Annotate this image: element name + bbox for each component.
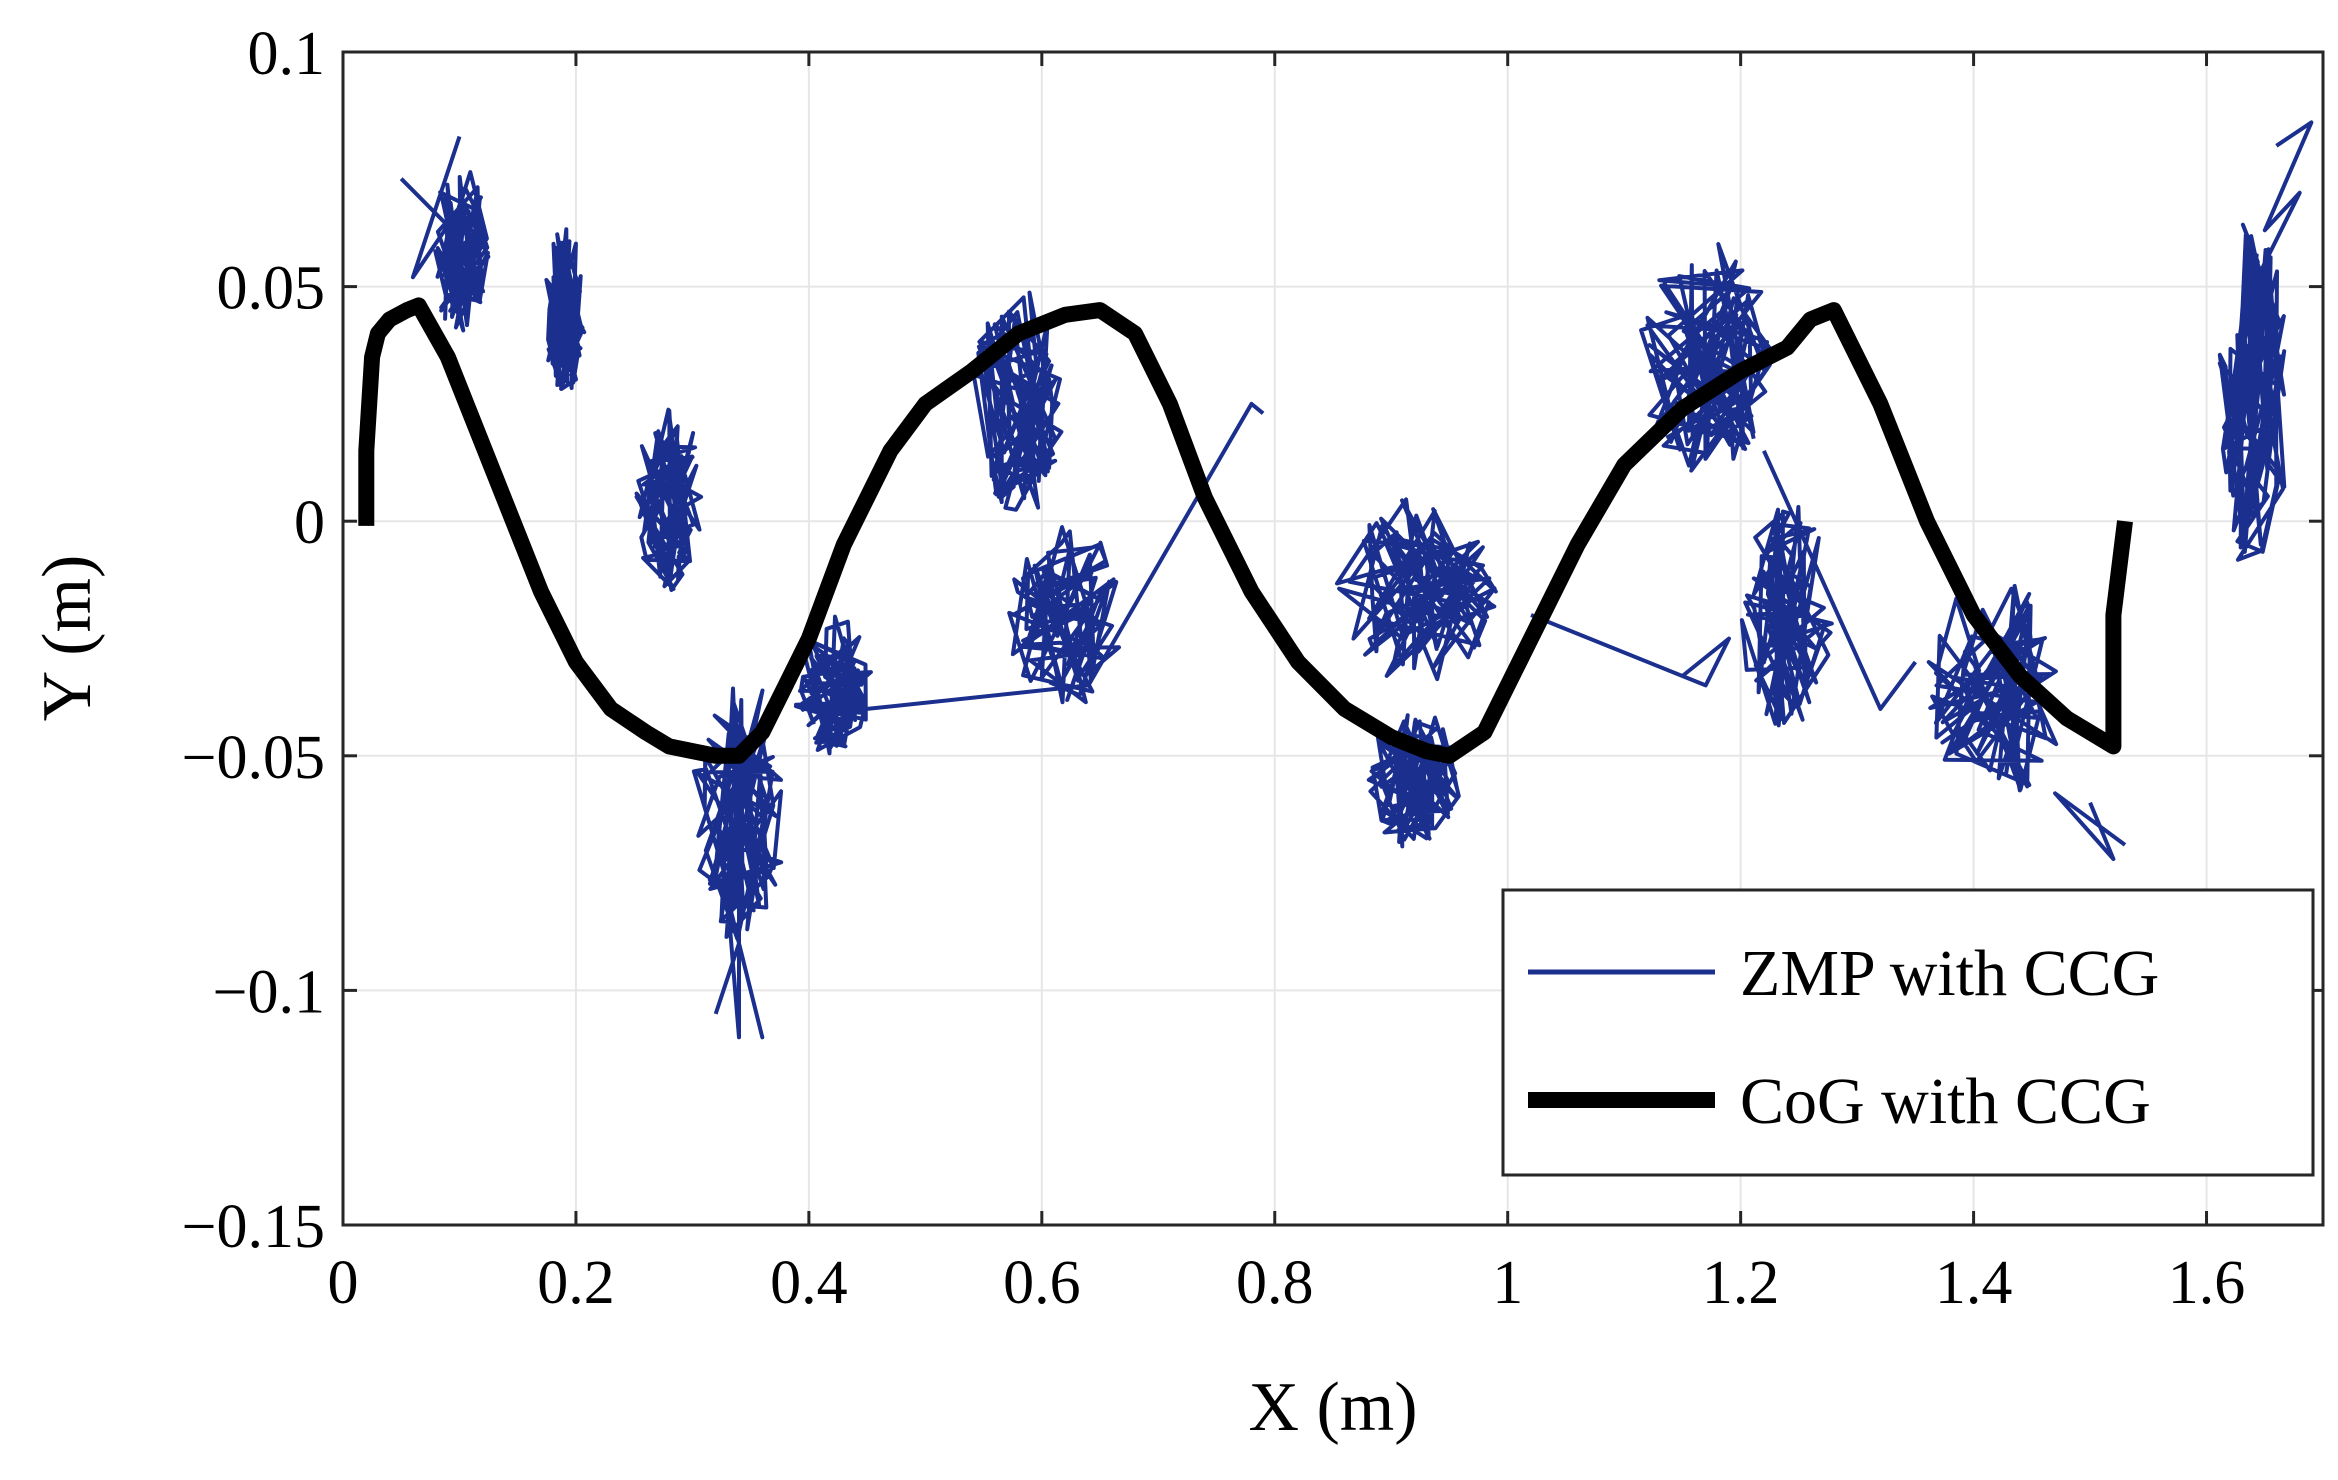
cog-series [358, 297, 2133, 764]
zmp-cluster-line [2217, 222, 2287, 562]
zmp-stroke-line [1530, 613, 1731, 688]
y-tick-label: 0.1 [248, 20, 326, 88]
zmp-cluster-line [433, 170, 491, 333]
cog-line [358, 297, 2133, 764]
legend-box [1501, 888, 2315, 1177]
x-tick-label: 1.4 [1935, 1249, 2013, 1317]
zmp-cluster-line [1639, 242, 1774, 473]
plot-frame [341, 50, 2325, 1227]
zmp-cluster-line [1335, 497, 1498, 682]
zmp-stroke-line [713, 802, 765, 1040]
zmp-stroke-line [2053, 791, 2127, 861]
zmp-series [399, 120, 2314, 1040]
x-tick-label: 1.2 [1702, 1249, 1780, 1317]
legend-cog-label: CoG with CCG [1740, 1065, 2151, 1138]
x-tick-label: 0.4 [770, 1249, 848, 1317]
y-tick-label: 0 [294, 489, 325, 557]
x-tick-label: 1 [1492, 1249, 1523, 1317]
zmp-stroke-line [399, 135, 462, 280]
zmp-cluster-line [793, 614, 873, 756]
legend: ZMP with CCG CoG with CCG [1501, 888, 2315, 1177]
x-axis-label: X (m) [1248, 1369, 1417, 1446]
y-tick-label: −0.15 [182, 1193, 325, 1261]
x-tick-label: 0.6 [1003, 1249, 1081, 1317]
zmp-cluster-line [634, 407, 704, 592]
x-tick-label: 0.2 [537, 1249, 615, 1317]
zmp-stroke-line [1762, 449, 1918, 711]
axis-ticks: 0 0.2 0.4 0.6 0.8 1 1.2 1.4 1.6 −0.15 −0.1 −0.05 0 0.… [182, 20, 2323, 1317]
zmp-stroke-line [866, 401, 1265, 711]
x-tick-label: 0.8 [1236, 1249, 1314, 1317]
y-tick-label: −0.05 [182, 724, 325, 792]
x-tick-label: 1.6 [2168, 1249, 2246, 1317]
zmp-cluster-line [1007, 525, 1121, 705]
y-tick-label: −0.1 [213, 958, 325, 1026]
zmp-cluster-line [1366, 713, 1461, 849]
zmp-cluster-line [971, 290, 1064, 512]
legend-zmp-label: ZMP with CCG [1740, 937, 2159, 1010]
zmp-cluster-line [1739, 505, 1834, 728]
x-tick-label: 0 [328, 1249, 359, 1317]
zmp-cluster-line [544, 227, 587, 391]
y-tick-label: 0.05 [217, 255, 326, 323]
zmp-stroke-line [2251, 120, 2314, 288]
y-axis-label: Y (m) [29, 555, 106, 722]
